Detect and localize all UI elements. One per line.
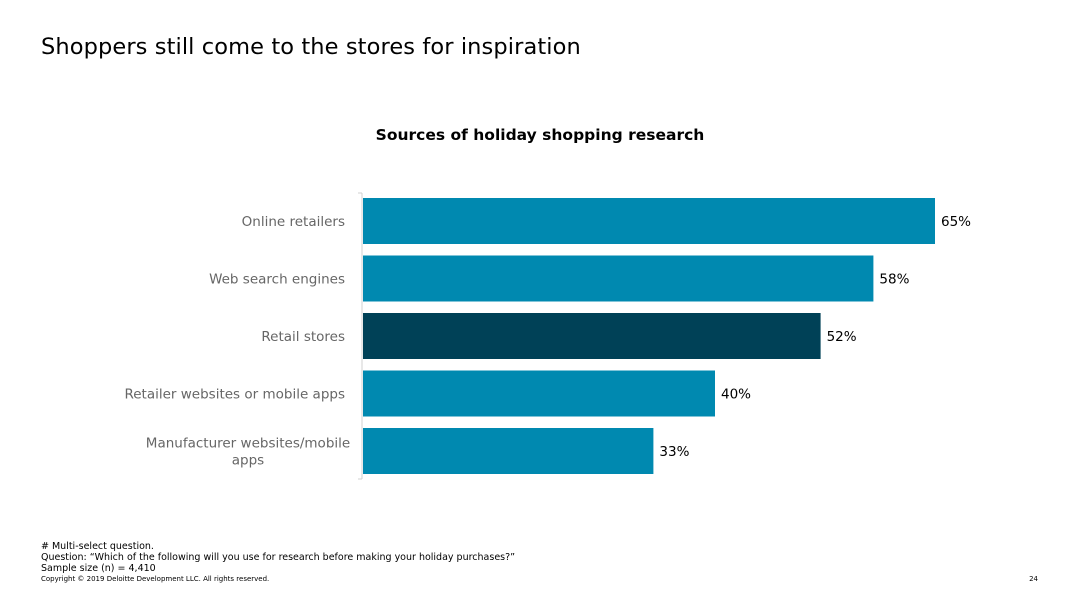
bar-value-label: 58%	[879, 272, 909, 288]
bar	[363, 255, 874, 302]
bar-value-label: 65%	[941, 214, 971, 230]
bar	[363, 198, 935, 244]
category-label: Retailer websites or mobile apps	[124, 387, 345, 403]
footnote-question: Question: “Which of the following will y…	[41, 552, 516, 563]
bar-value-label: 33%	[659, 444, 689, 460]
bar	[363, 370, 715, 417]
chart-title: Sources of holiday shopping research	[0, 126, 1080, 144]
category-label: Online retailers	[242, 214, 345, 230]
category-label-line: Manufacturer websites/mobile	[146, 436, 350, 452]
copyright: Copyright © 2019 Deloitte Development LL…	[41, 575, 270, 583]
category-label: Web search engines	[209, 272, 345, 288]
footnote-sample-size: Sample size (n) = 4,410	[41, 563, 156, 574]
page-number: 24	[1029, 575, 1038, 583]
bar-value-label: 40%	[721, 387, 751, 403]
bars-layer: 65% Online retailers 58% Web search engines…	[124, 192, 971, 480]
bar-value-label: 52%	[827, 329, 857, 345]
footnotes: # Multi-select question. Question: “Whic…	[41, 541, 515, 574]
category-label: Manufacturer websites/mobile apps	[146, 436, 350, 469]
category-label: Retail stores	[261, 329, 345, 345]
category-label-line: apps	[232, 453, 264, 469]
bar	[363, 428, 654, 474]
bar	[363, 313, 821, 359]
slide-title: Shoppers still come to the stores for in…	[41, 34, 581, 60]
chart-title-text: Sources of holiday shopping research	[375, 126, 705, 144]
footnote-multiselect: # Multi-select question.	[41, 541, 154, 552]
